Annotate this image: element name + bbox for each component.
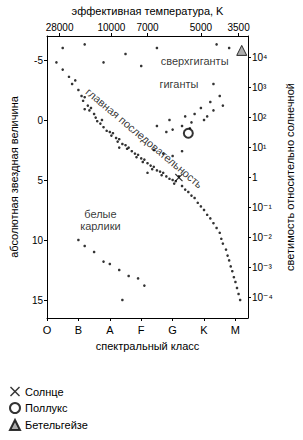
svg-text:15: 15	[32, 295, 44, 306]
svg-text:главная последовательность: главная последовательность	[84, 86, 206, 191]
svg-text:абсолютная звездная величина: абсолютная звездная величина	[8, 95, 20, 258]
svg-text:G: G	[168, 324, 177, 336]
svg-text:0: 0	[37, 115, 43, 126]
svg-text:сверхгиганты: сверхгиганты	[161, 55, 229, 67]
svg-text:гиганты: гиганты	[159, 78, 198, 90]
svg-text:Бетельгейзе: Бетельгейзе	[25, 419, 88, 431]
svg-text:10⁴: 10⁴	[252, 52, 267, 63]
svg-text:B: B	[75, 324, 82, 336]
svg-text:5: 5	[37, 175, 43, 186]
svg-text:10⁻⁴: 10⁻⁴	[252, 292, 273, 303]
svg-text:карлики: карлики	[80, 220, 120, 232]
svg-text:K: K	[200, 324, 208, 336]
svg-text:-5: -5	[34, 55, 43, 66]
svg-text:10⁻¹: 10⁻¹	[252, 202, 272, 213]
svg-text:Поллукс: Поллукс	[25, 402, 68, 414]
svg-text:10³: 10³	[252, 82, 267, 93]
svg-text:белые: белые	[84, 208, 116, 220]
svg-text:эффективная температура, K: эффективная температура, K	[72, 5, 225, 17]
svg-text:10: 10	[32, 235, 44, 246]
svg-text:3500: 3500	[227, 22, 250, 33]
svg-text:спектральный класс: спектральный класс	[96, 340, 200, 352]
svg-text:28000: 28000	[46, 22, 74, 33]
svg-text:10⁻²: 10⁻²	[252, 232, 272, 243]
svg-text:1: 1	[252, 172, 258, 183]
svg-text:5000: 5000	[190, 22, 213, 33]
svg-text:10⁻³: 10⁻³	[252, 262, 272, 273]
svg-text:10¹: 10¹	[252, 142, 267, 153]
svg-text:F: F	[138, 324, 145, 336]
svg-text:светимость относительно солнеч: светимость относительно солнечной	[284, 83, 296, 271]
svg-text:10²: 10²	[252, 112, 267, 123]
svg-text:A: A	[106, 324, 114, 336]
svg-text:10000: 10000	[97, 22, 125, 33]
svg-text:7000: 7000	[136, 22, 159, 33]
svg-text:Солнце: Солнце	[25, 386, 64, 398]
svg-text:O: O	[43, 324, 52, 336]
svg-text:M: M	[231, 324, 240, 336]
